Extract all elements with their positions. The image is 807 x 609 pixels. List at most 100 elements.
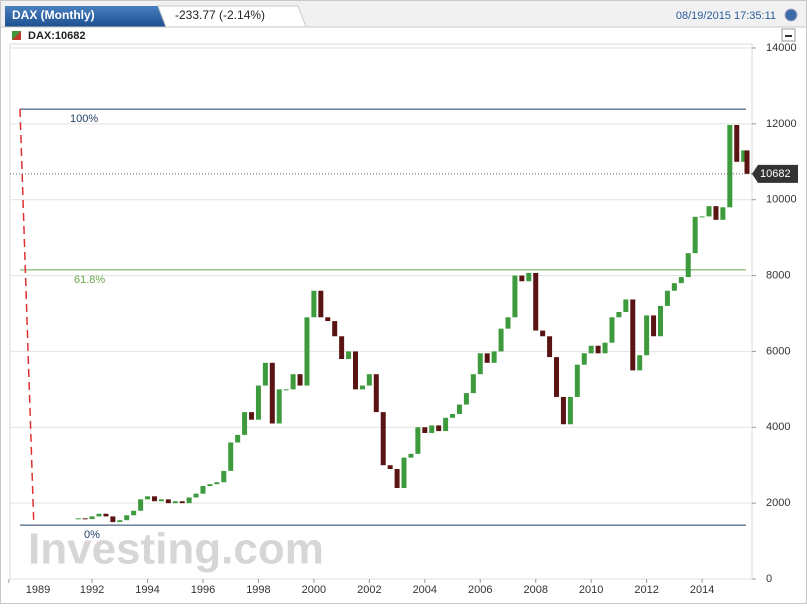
x-tick-label: 1994 [135,584,159,596]
x-tick-label: 2008 [523,584,547,596]
x-tick-label: 2002 [357,584,381,596]
candle [574,364,580,397]
candle [505,317,511,329]
candle [713,206,719,220]
change: -233.77 (-2.14%) [175,8,265,22]
fib-label: 100% [70,113,98,125]
x-tick-label: 2000 [302,584,326,596]
y-tick-label: 4000 [766,421,790,433]
candle [352,351,358,390]
candle [228,442,234,471]
candle [436,425,442,432]
candle [706,206,712,217]
candle [394,469,400,488]
candle [117,520,123,523]
x-tick-label: 2010 [579,584,603,596]
legend-label: DAX:10682 [28,30,85,42]
candle [387,465,393,470]
candle [720,207,726,220]
candle [235,434,241,443]
candle [692,216,698,254]
x-tick-label: 2014 [690,584,714,596]
refresh-button[interactable] [784,8,798,22]
candle [255,385,261,420]
tab[interactable] [5,6,166,27]
candle [110,516,116,523]
candle [727,124,733,208]
candle [512,275,518,318]
candle [131,510,137,516]
candle [644,315,650,356]
candle [158,499,164,502]
legend-icon-half [12,31,21,40]
candle [311,290,317,318]
candle [124,515,130,521]
y-tick-label: 0 [766,573,772,585]
candle [685,253,691,278]
candle [325,317,331,322]
candle [276,389,282,424]
candle [283,389,289,391]
candle [734,124,740,162]
candle [138,499,144,511]
candle [616,311,622,318]
candle [221,470,227,483]
last-price-label: 10682 [760,168,791,180]
candle [630,299,636,371]
fib-label: 61.8% [74,274,105,286]
candle [547,336,553,358]
candle [249,412,255,420]
x-tick-label: 2004 [413,584,437,596]
candle [463,393,469,405]
candle [657,305,663,337]
candle [332,321,338,337]
candle [172,501,178,504]
x-tick-label: 1998 [246,584,270,596]
candle [269,362,275,424]
x-tick-label: 1996 [191,584,215,596]
candle [401,457,407,488]
y-tick-label: 2000 [766,497,790,509]
candle [567,396,573,425]
y-tick-label: 12000 [766,118,797,130]
candle [602,342,608,354]
last-price-box [752,164,798,183]
candle [560,396,566,425]
candle [165,499,171,504]
candle [304,317,310,386]
candle [339,336,345,360]
tab-title: DAX (Monthly) [12,8,95,22]
y-tick-label: 10000 [766,194,797,206]
candle [588,345,594,354]
candle [744,150,750,174]
candle [484,353,490,363]
candle [297,374,303,386]
candle [380,412,386,466]
candle [443,417,449,432]
candle [554,357,560,397]
candle [262,362,268,386]
candle [415,427,421,454]
candle [678,277,684,284]
candle [82,518,88,520]
candle [346,351,352,360]
y-tick-label: 6000 [766,345,790,357]
fib-label: 0% [84,529,100,541]
candle [75,518,81,520]
candle [207,484,213,487]
candle [741,150,747,162]
candle [699,216,705,218]
candle [373,374,379,413]
candle [526,272,532,282]
candle [581,353,587,365]
candle [651,315,657,337]
x-tick-label: 1992 [80,584,104,596]
x-tick-label: 2012 [634,584,658,596]
candle [456,404,462,415]
y-tick-label: 14000 [766,42,797,54]
candle [151,496,157,502]
candle [637,355,643,371]
candle [519,275,525,282]
